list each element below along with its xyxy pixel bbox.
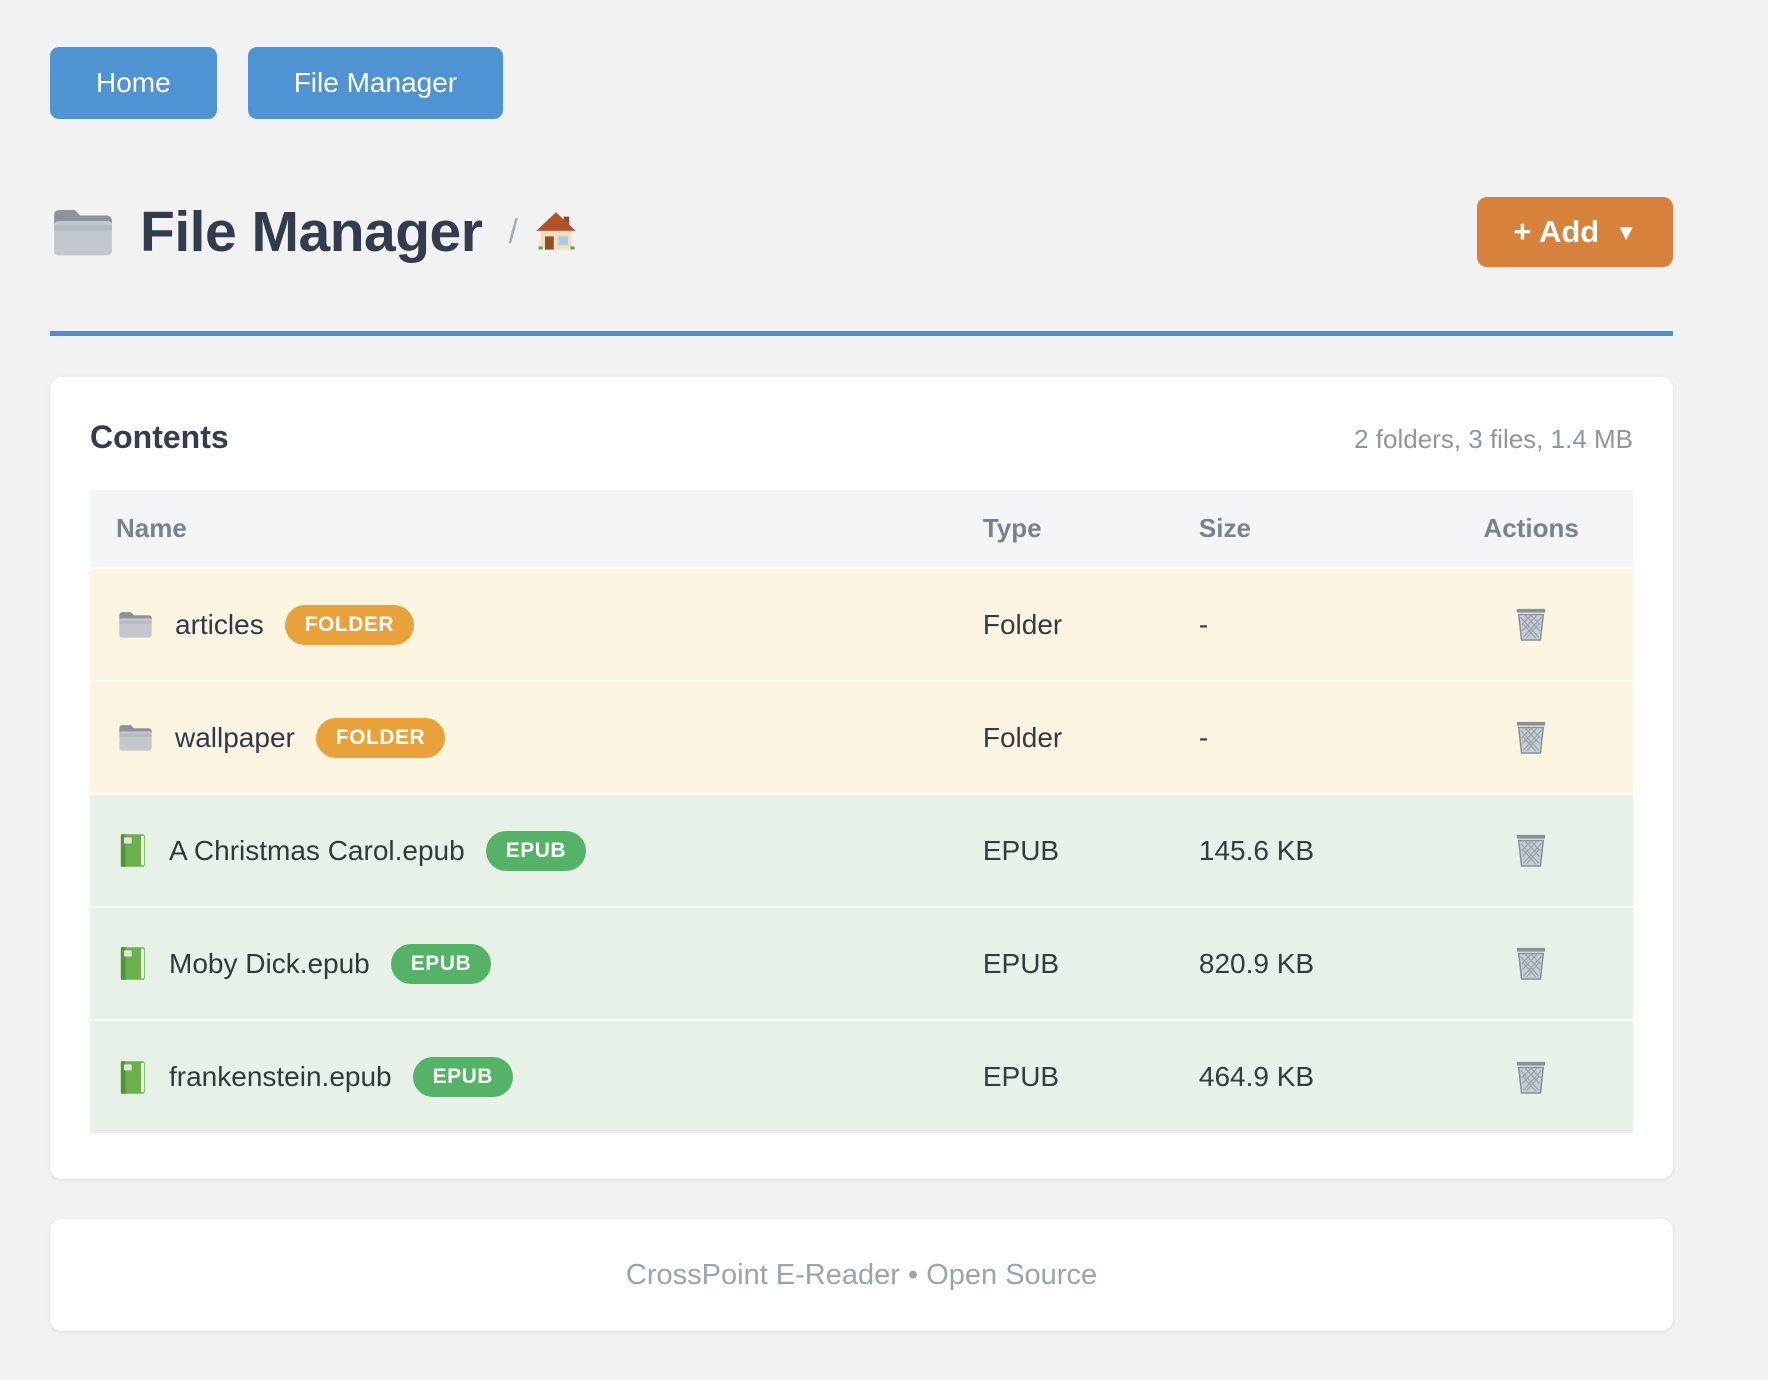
- contents-table-body: articles FOLDER Folder -: [90, 568, 1633, 1133]
- entry-name[interactable]: articles: [175, 608, 264, 640]
- breadcrumb: /: [508, 210, 577, 254]
- column-header-name: Name: [90, 490, 982, 568]
- entry-name[interactable]: wallpaper: [175, 721, 295, 753]
- entry-type-badge: FOLDER: [284, 604, 415, 645]
- trash-icon: [1516, 834, 1546, 867]
- entry-name[interactable]: Moby Dick.epub: [169, 947, 370, 979]
- caret-down-icon: ▼: [1615, 220, 1637, 245]
- breadcrumb-separator: /: [508, 212, 518, 251]
- delete-button[interactable]: [1510, 939, 1552, 985]
- entry-size: -: [1198, 608, 1209, 640]
- delete-button[interactable]: [1510, 600, 1552, 646]
- entry-type: Folder: [982, 608, 1063, 640]
- delete-button[interactable]: [1510, 826, 1552, 872]
- trash-icon: [1516, 1061, 1546, 1094]
- folder-icon: [54, 210, 112, 256]
- entry-type-badge: EPUB: [485, 830, 587, 871]
- folder-icon: [119, 612, 152, 638]
- folder-icon: [119, 725, 152, 751]
- entry-size: 820.9 KB: [1198, 947, 1315, 979]
- entry-type: EPUB: [982, 1061, 1060, 1092]
- page-header: File Manager / + Add ▼: [50, 197, 1673, 267]
- contents-table: Name Type Size Actions: [90, 490, 1633, 1133]
- nav-home-button[interactable]: Home: [50, 47, 217, 119]
- top-nav: Home File Manager: [50, 47, 1673, 119]
- entry-name[interactable]: frankenstein.epub: [169, 1061, 392, 1092]
- trash-icon: [1516, 947, 1546, 980]
- column-header-type: Type: [981, 490, 1198, 568]
- table-header-row: Name Type Size Actions: [90, 490, 1633, 568]
- entry-size: 145.6 KB: [1198, 834, 1315, 866]
- entry-type: EPUB: [982, 834, 1060, 866]
- contents-card-head: Contents 2 folders, 3 files, 1.4 MB: [90, 419, 1633, 456]
- entry-type-badge: EPUB: [390, 943, 492, 984]
- entry-type-badge: EPUB: [412, 1057, 513, 1097]
- page: Home File Manager File Manager /: [50, 0, 1673, 1331]
- book-icon: [120, 834, 145, 867]
- footer-card: CrossPoint E-Reader • Open Source: [50, 1219, 1673, 1331]
- delete-button[interactable]: [1510, 1053, 1552, 1099]
- delete-button[interactable]: [1510, 713, 1552, 759]
- trash-icon: [1516, 721, 1546, 754]
- entry-type: EPUB: [982, 947, 1060, 979]
- table-row: articles FOLDER Folder -: [90, 568, 1633, 681]
- table-row: wallpaper FOLDER Folder -: [90, 681, 1633, 794]
- entry-size: 464.9 KB: [1198, 1061, 1315, 1092]
- contents-summary: 2 folders, 3 files, 1.4 MB: [1354, 424, 1633, 454]
- table-row: A Christmas Carol.epub EPUB EPUB 145.6 K…: [90, 794, 1633, 907]
- add-button-label: + Add: [1513, 214, 1600, 249]
- entry-name[interactable]: A Christmas Carol.epub: [169, 834, 465, 866]
- column-header-actions: Actions: [1429, 490, 1633, 568]
- header-divider: [50, 331, 1673, 336]
- entry-size: -: [1198, 721, 1209, 753]
- footer-text: CrossPoint E-Reader • Open Source: [625, 1258, 1098, 1291]
- add-button[interactable]: + Add ▼: [1477, 197, 1673, 267]
- table-row: frankenstein.epub EPUB EPUB 464.9 KB: [90, 1020, 1633, 1133]
- column-header-size: Size: [1197, 490, 1430, 568]
- trash-icon: [1516, 608, 1546, 641]
- contents-card: Contents 2 folders, 3 files, 1.4 MB Name…: [50, 377, 1673, 1179]
- title-group: File Manager /: [50, 199, 578, 265]
- house-icon[interactable]: [534, 210, 578, 254]
- page-title: File Manager: [140, 200, 483, 264]
- entry-type: Folder: [982, 721, 1063, 753]
- entry-type-badge: FOLDER: [315, 717, 446, 758]
- table-row: Moby Dick.epub EPUB EPUB 820.9 KB: [90, 907, 1633, 1020]
- book-icon: [120, 1060, 145, 1094]
- book-icon: [120, 947, 145, 980]
- contents-heading: Contents: [90, 419, 229, 455]
- nav-file-manager-button[interactable]: File Manager: [247, 47, 504, 119]
